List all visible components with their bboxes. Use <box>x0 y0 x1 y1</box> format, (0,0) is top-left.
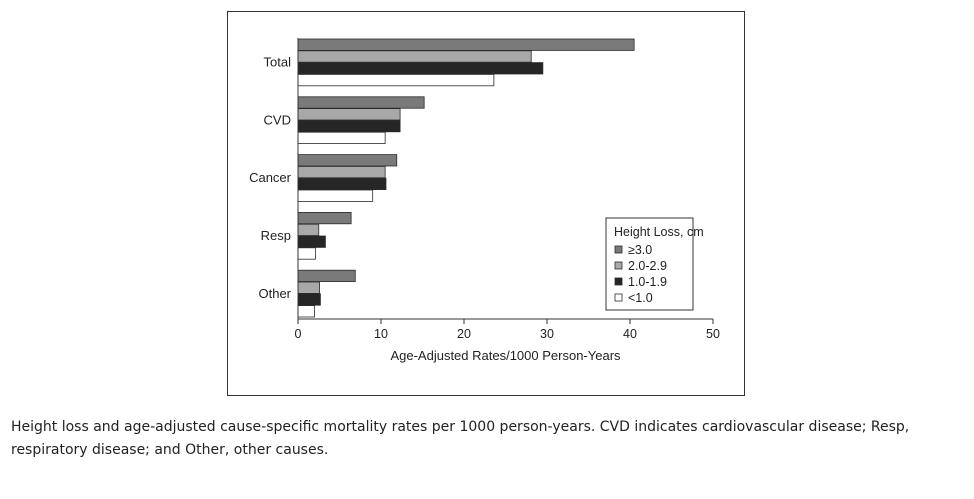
bar-other-series-3 <box>297 293 321 306</box>
bar-cvd-series-3 <box>297 120 401 133</box>
chart-figure: Total CVD Cancer Resp Other 0 10 20 30 40 50 Age-Ad… <box>227 11 745 396</box>
bar-cancer-series-4 <box>297 189 374 202</box>
bar-cancer-series-1 <box>297 154 398 167</box>
category-label: Cancer <box>249 170 292 185</box>
bar-cvd-series-1 <box>297 96 425 109</box>
x-tick-label: 10 <box>374 327 388 341</box>
bar-cvd-series-2 <box>297 108 401 121</box>
x-axis-title: Age-Adjusted Rates/1000 Person-Years <box>390 348 621 363</box>
category-label: Resp <box>261 228 291 243</box>
bar-other-series-2 <box>297 281 320 294</box>
x-tick-label: 20 <box>457 327 471 341</box>
bar-cvd-series-4 <box>297 131 386 144</box>
bar-total-series-1 <box>297 38 635 51</box>
x-tick-label: 40 <box>623 327 637 341</box>
legend-swatch-series-2 <box>614 261 623 270</box>
legend-label: <1.0 <box>628 291 653 305</box>
category-label: CVD <box>264 112 291 127</box>
legend-label: 1.0-1.9 <box>628 275 667 289</box>
bar-cancer-series-3 <box>297 177 387 190</box>
bar-chart: Total CVD Cancer Resp Other 0 10 20 30 40 50 Age-Ad… <box>249 38 720 363</box>
x-tick-label: 50 <box>706 327 720 341</box>
bar-cancer-series-2 <box>297 165 386 179</box>
bar-other-series-4 <box>297 305 316 318</box>
x-tick-label: 0 <box>295 327 302 341</box>
category-label: Other <box>258 286 291 301</box>
bar-resp-series-2 <box>297 223 320 236</box>
legend-swatch-series-3 <box>614 277 623 286</box>
legend-title: Height Loss, cm <box>614 225 704 239</box>
bar-other-series-1 <box>297 269 356 283</box>
x-tick-label: 30 <box>540 327 554 341</box>
legend-swatch-series-4 <box>614 293 623 302</box>
category-label: Total <box>264 55 292 70</box>
bar-resp-series-3 <box>297 235 326 248</box>
bar-resp-series-1 <box>297 211 352 225</box>
bar-total-series-4 <box>297 74 495 87</box>
legend-label: 2.0-2.9 <box>628 259 667 273</box>
bar-total-series-3 <box>297 62 544 75</box>
bar-resp-series-4 <box>297 247 316 260</box>
figure-caption: Height loss and age-adjusted cause-speci… <box>11 419 910 458</box>
legend-label: ≥3.0 <box>628 243 652 257</box>
bar-total-series-2 <box>297 50 532 63</box>
legend-swatch-series-1 <box>614 245 623 254</box>
